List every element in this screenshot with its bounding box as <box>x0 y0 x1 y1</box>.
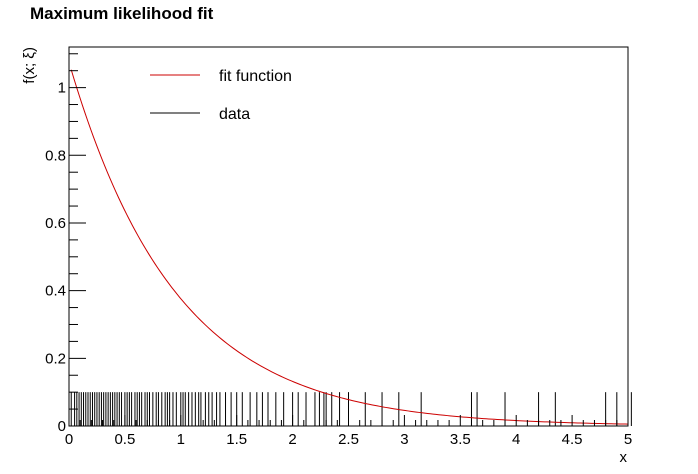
x-tick-label: 0 <box>65 431 73 448</box>
legend: fit function data <box>150 68 292 123</box>
fit-function-line <box>70 69 629 425</box>
x-axis-label: x <box>620 449 628 466</box>
y-tick-label: 1 <box>58 80 66 97</box>
x-tick-label: 0.5 <box>114 431 135 448</box>
x-tick-label: 4 <box>512 431 520 448</box>
axis-ticks <box>68 53 629 427</box>
data-rug-layer <box>70 392 632 426</box>
x-tick-label: 1 <box>177 431 185 448</box>
x-tick-label: 3 <box>400 431 408 448</box>
legend-label: data <box>219 106 250 123</box>
axis-tick-labels: 0 0.5 1 1.5 2 2.5 3 3.5 4 4.5 5 0 0.2 0.4 0.6 0.8 1 <box>45 80 632 448</box>
x-tick-label: 4.5 <box>562 431 583 448</box>
plot-frame <box>68 46 629 427</box>
legend-label: fit function <box>219 68 292 85</box>
x-tick-label: 2.5 <box>338 431 359 448</box>
y-axis-label: f(x; ξ) <box>21 47 38 84</box>
y-tick-label: 0.2 <box>45 350 66 367</box>
chart-title: Maximum likelihood fit <box>30 4 214 23</box>
y-tick-label: 0.4 <box>45 283 66 300</box>
y-tick-label: 0.8 <box>45 147 66 164</box>
x-tick-label: 3.5 <box>450 431 471 448</box>
x-tick-label: 1.5 <box>226 431 247 448</box>
y-tick-label: 0.6 <box>45 215 66 232</box>
x-tick-label: 2 <box>288 431 296 448</box>
y-tick-label: 0 <box>58 418 66 435</box>
x-tick-label: 5 <box>624 431 632 448</box>
